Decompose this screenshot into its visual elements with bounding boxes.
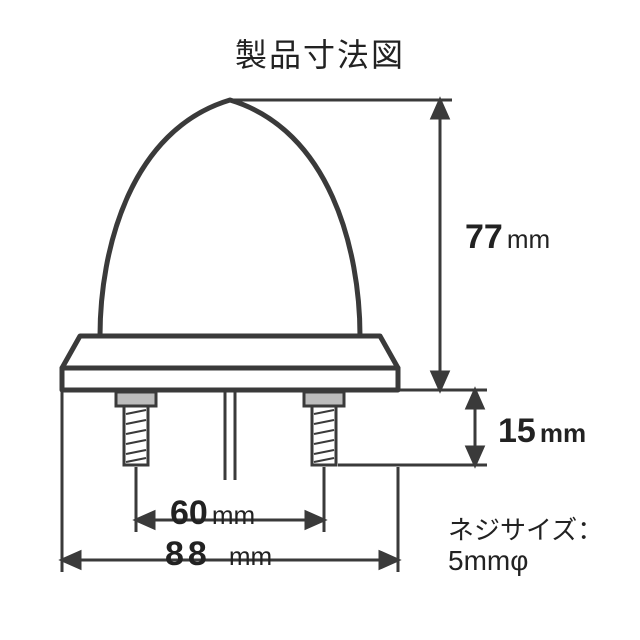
right-bolt-shaft <box>312 406 336 465</box>
center-wires <box>225 392 235 480</box>
dim-15-unit: mm <box>540 418 586 449</box>
dim-77-value: 77 <box>465 218 503 257</box>
right-nut <box>304 392 344 406</box>
flange-top <box>62 336 398 368</box>
dim-line-15 <box>452 390 487 465</box>
dim-88-value: 88 <box>165 535 211 574</box>
dim-77-label: 77mm <box>465 218 550 257</box>
dimension-drawing: 製品寸法図 <box>0 0 640 640</box>
dim-line-77 <box>432 100 448 390</box>
left-bolt-shaft <box>124 406 148 465</box>
dim-60-unit: mm <box>212 500 255 531</box>
screw-size-label-line2: 5mmφ <box>448 545 528 577</box>
screw-size-label-line1: ネジサイズ： <box>448 510 603 547</box>
dim-60-value: 60 <box>170 494 208 533</box>
dome-outline <box>100 100 360 336</box>
base-plate <box>62 368 398 390</box>
screw-size-value: 5mmφ <box>448 545 528 576</box>
ext-lines-77 <box>232 100 452 390</box>
left-nut <box>116 392 156 406</box>
dim-60-label: 60mm <box>170 494 255 533</box>
dim-88-unit: mm <box>229 541 272 572</box>
dim-15-label: 15mm <box>498 412 586 451</box>
dim-15-value: 15 <box>498 412 536 451</box>
dim-88-label: 88 mm <box>165 535 272 574</box>
dim-77-unit: mm <box>507 224 550 255</box>
screw-size-prefix: ネジサイズ： <box>448 515 603 545</box>
